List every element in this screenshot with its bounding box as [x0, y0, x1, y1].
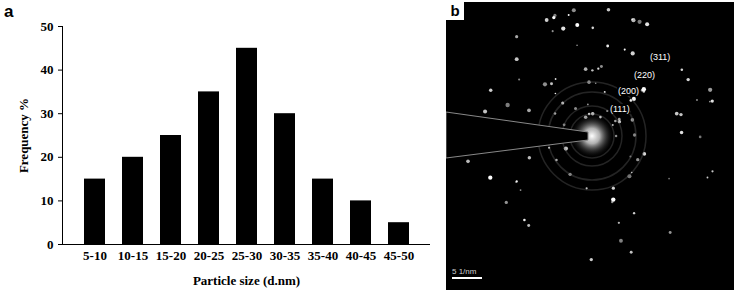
html-text:b: b: [450, 2, 460, 19]
svg-text:20-25: 20-25: [194, 248, 225, 263]
svg-text:(111): (111): [610, 104, 630, 114]
svg-text:10-15: 10-15: [118, 248, 149, 263]
svg-text:5 1/nm: 5 1/nm: [452, 267, 477, 276]
svg-text:15-20: 15-20: [156, 248, 186, 263]
svg-text:30: 30: [41, 106, 54, 121]
svg-text:40: 40: [41, 62, 54, 77]
svg-text:(200): (200): [618, 86, 639, 96]
svg-text:35-40: 35-40: [308, 248, 338, 263]
svg-text:10: 10: [41, 193, 54, 208]
svg-text:(311): (311): [650, 52, 670, 62]
svg-text:45-50: 45-50: [384, 248, 414, 263]
svg-text:40-45: 40-45: [346, 248, 377, 263]
svg-text:20: 20: [41, 149, 54, 164]
svg-text:0: 0: [47, 237, 54, 252]
svg-text:30-35: 30-35: [270, 248, 301, 263]
svg-text:25-30: 25-30: [232, 248, 262, 263]
svg-text:5-10: 5-10: [83, 248, 107, 263]
svg-text:50: 50: [41, 19, 54, 34]
svg-text:(220): (220): [634, 70, 655, 80]
html-text:a: a: [4, 2, 14, 21]
svg-text:Particle size (d.nm): Particle size (d.nm): [193, 273, 300, 288]
svg-text:Frequency %: Frequency %: [16, 98, 31, 173]
